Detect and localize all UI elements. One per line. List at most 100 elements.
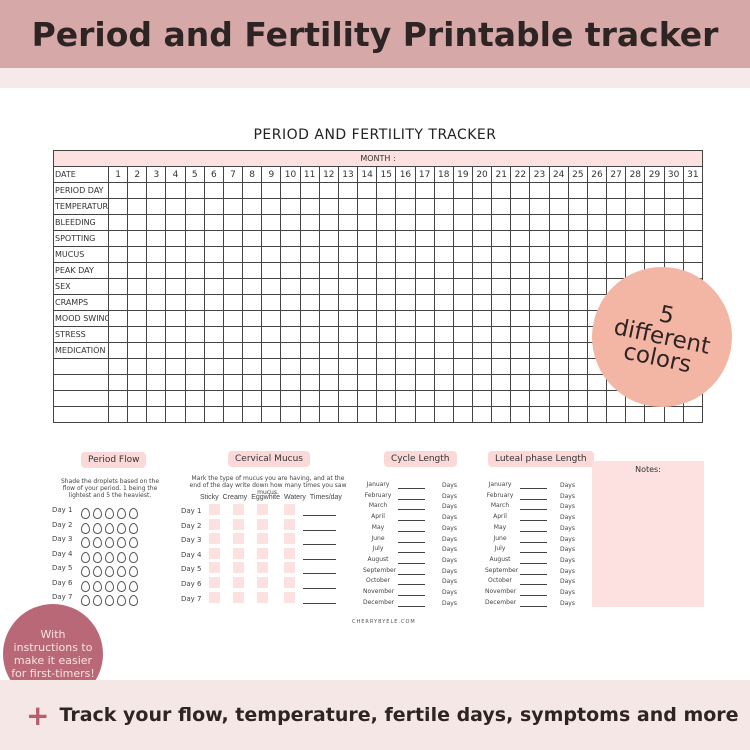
tracker-cell[interactable]: [127, 342, 148, 359]
tracker-cell[interactable]: [299, 214, 320, 231]
tracker-cell[interactable]: [299, 294, 320, 311]
tracker-cell[interactable]: [318, 342, 339, 359]
tracker-cell[interactable]: [414, 262, 435, 279]
tracker-cell[interactable]: [471, 294, 493, 311]
tracker-cell[interactable]: [107, 326, 129, 343]
tracker-cell[interactable]: [414, 278, 435, 295]
tracker-cell[interactable]: [242, 358, 263, 375]
mucus-checkbox[interactable]: [257, 518, 268, 530]
tracker-cell[interactable]: [529, 358, 550, 375]
droplet-icon[interactable]: [105, 508, 114, 519]
tracker-cell[interactable]: [203, 406, 224, 423]
tracker-cell[interactable]: [395, 342, 416, 359]
tracker-cell[interactable]: [452, 214, 473, 231]
tracker-cell[interactable]: [146, 310, 167, 327]
tracker-cell[interactable]: [357, 374, 378, 391]
tracker-cell[interactable]: [529, 342, 550, 359]
tracker-cell[interactable]: [203, 374, 224, 391]
tracker-cell[interactable]: [606, 198, 627, 215]
tracker-cell[interactable]: [203, 294, 224, 311]
luteal_length-entry-line[interactable]: [520, 509, 547, 511]
mucus-checkbox[interactable]: [257, 591, 268, 603]
tracker-cell[interactable]: [337, 198, 359, 215]
tracker-cell[interactable]: [299, 390, 320, 407]
tracker-cell[interactable]: [261, 342, 282, 359]
tracker-cell[interactable]: [357, 390, 378, 407]
tracker-cell[interactable]: [548, 406, 569, 423]
tracker-cell[interactable]: [242, 390, 263, 407]
tracker-cell[interactable]: [414, 246, 435, 263]
tracker-cell[interactable]: [222, 294, 244, 311]
tracker-cell[interactable]: [184, 214, 205, 231]
tracker-cell[interactable]: [127, 230, 148, 247]
tracker-cell[interactable]: [682, 406, 704, 423]
tracker-cell[interactable]: [586, 198, 608, 215]
droplet-icon[interactable]: [81, 537, 90, 548]
tracker-cell[interactable]: [127, 374, 148, 391]
tracker-cell[interactable]: [222, 310, 244, 327]
tracker-cell[interactable]: [337, 310, 359, 327]
tracker-cell[interactable]: [203, 230, 224, 247]
luteal_length-entry-line[interactable]: [520, 520, 547, 522]
tracker-cell[interactable]: [280, 278, 301, 295]
tracker-cell[interactable]: [663, 406, 684, 423]
tracker-cell[interactable]: [510, 326, 531, 343]
tracker-cell[interactable]: [127, 310, 148, 327]
mucus-checkbox[interactable]: [257, 562, 268, 574]
mucus-checkbox[interactable]: [233, 577, 244, 588]
tracker-cell[interactable]: [414, 406, 435, 423]
tracker-cell[interactable]: [146, 374, 167, 391]
luteal_length-entry-line[interactable]: [520, 562, 547, 564]
droplet-icon[interactable]: [129, 595, 138, 606]
tracker-cell[interactable]: [395, 246, 416, 263]
tracker-cell[interactable]: [299, 198, 320, 215]
mucus-checkbox[interactable]: [209, 562, 220, 574]
tracker-cell[interactable]: [184, 374, 205, 391]
luteal_length-entry-line[interactable]: [520, 498, 547, 500]
tracker-cell[interactable]: [203, 214, 224, 231]
tracker-cell[interactable]: [280, 246, 301, 263]
tracker-cell[interactable]: [395, 406, 416, 423]
tracker-cell[interactable]: [452, 390, 473, 407]
tracker-cell[interactable]: [376, 214, 397, 231]
tracker-cell[interactable]: [127, 278, 148, 295]
droplet-icon[interactable]: [93, 522, 102, 534]
tracker-cell[interactable]: [337, 246, 359, 263]
luteal_length-entry-line[interactable]: [520, 552, 547, 554]
tracker-cell[interactable]: [280, 230, 301, 247]
tracker-cell[interactable]: [107, 310, 129, 327]
tracker-cell[interactable]: [107, 294, 129, 311]
tracker-cell[interactable]: [548, 278, 569, 295]
tracker-cell[interactable]: [567, 342, 588, 359]
tracker-cell[interactable]: [663, 230, 684, 247]
tracker-cell[interactable]: [376, 342, 397, 359]
tracker-cell[interactable]: [567, 262, 588, 279]
tracker-cell[interactable]: [280, 342, 301, 359]
tracker-cell[interactable]: [376, 182, 397, 199]
cycle_length-entry-line[interactable]: [398, 605, 425, 607]
tracker-cell[interactable]: [184, 342, 205, 359]
tracker-cell[interactable]: [433, 310, 454, 327]
tracker-cell[interactable]: [337, 390, 359, 407]
mucus-checkbox[interactable]: [284, 533, 295, 545]
droplet-icon[interactable]: [129, 551, 138, 563]
tracker-cell[interactable]: [165, 230, 186, 247]
tracker-cell[interactable]: [222, 326, 244, 343]
tracker-cell[interactable]: [184, 294, 205, 311]
tracker-cell[interactable]: [586, 278, 608, 295]
tracker-cell[interactable]: [548, 182, 569, 199]
tracker-cell[interactable]: [491, 198, 512, 215]
droplet-icon[interactable]: [81, 595, 90, 606]
tracker-cell[interactable]: [146, 214, 167, 231]
tracker-cell[interactable]: [395, 262, 416, 279]
tracker-cell[interactable]: [203, 262, 224, 279]
tracker-cell[interactable]: [261, 390, 282, 407]
tracker-cell[interactable]: [376, 198, 397, 215]
tracker-cell[interactable]: [184, 390, 205, 407]
tracker-cell[interactable]: [529, 294, 550, 311]
tracker-cell[interactable]: [567, 214, 588, 231]
tracker-cell[interactable]: [165, 326, 186, 343]
tracker-cell[interactable]: [222, 278, 244, 295]
tracker-cell[interactable]: [644, 406, 665, 423]
tracker-cell[interactable]: [376, 406, 397, 423]
